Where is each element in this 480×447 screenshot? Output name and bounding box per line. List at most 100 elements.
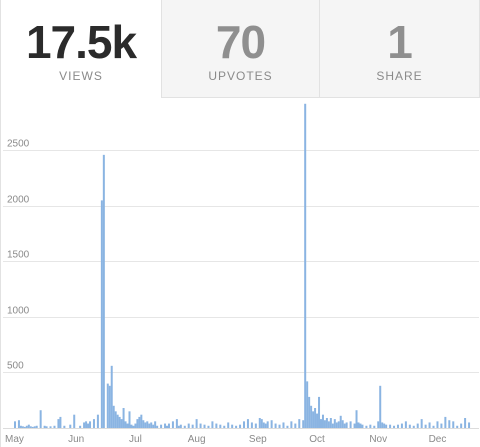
x-tick-label: Nov (369, 434, 387, 445)
views-bar-chart: 500 1000 1500 2000 2500 May Jun Jul Aug Sep Oct Nov… (3, 103, 479, 445)
chart-bar (377, 421, 380, 428)
x-tick-label: Jun (68, 434, 84, 445)
chart-bar (128, 411, 131, 428)
chart-bar (361, 424, 364, 428)
views-label: VIEWS (59, 69, 103, 83)
chart-bar (27, 424, 30, 428)
share-tab[interactable]: 1 SHARE (320, 0, 480, 98)
chart-bar (223, 425, 226, 428)
x-tick-label: Aug (188, 434, 206, 445)
chart-bar (314, 408, 317, 428)
share-count: 1 (387, 16, 413, 68)
views-tab[interactable]: 17.5k VIEWS (0, 0, 161, 98)
chart-bar (134, 423, 137, 428)
chart-bar (274, 423, 277, 428)
chart-bar (396, 424, 399, 428)
chart-bar (452, 421, 455, 428)
chart-bar (319, 419, 322, 428)
chart-bar (383, 423, 386, 428)
upvotes-tab[interactable]: 70 UPVOTES (161, 0, 320, 98)
chart-bar (187, 423, 190, 428)
chart-bar (108, 385, 111, 428)
share-label: SHARE (376, 69, 423, 83)
stats-row: 17.5k VIEWS 70 UPVOTES 1 SHARE (0, 0, 480, 98)
chart-bar (140, 414, 143, 428)
chart-bar (21, 426, 24, 428)
chart-bar (112, 405, 115, 428)
chart-bar (329, 418, 332, 428)
chart-bar (146, 421, 149, 428)
chart-bar (164, 423, 167, 428)
chart-bar (416, 423, 419, 428)
y-tick-label: 2500 (7, 139, 30, 150)
chart-bar (239, 424, 242, 428)
chart-bar (116, 414, 119, 428)
chart-bar (460, 423, 463, 428)
chart-bar (124, 421, 127, 428)
chart-bar (73, 414, 76, 428)
chart-bar (45, 426, 48, 428)
chart-bar (373, 425, 376, 428)
x-tick-label: May (5, 434, 24, 445)
chart-bar (385, 424, 388, 428)
chart-bar (262, 422, 265, 428)
chart-bar (39, 410, 42, 428)
chart-bar (448, 420, 451, 428)
chart-bar (171, 421, 174, 428)
chart-bar (440, 423, 443, 428)
chart-bar (258, 418, 261, 428)
chart-bar (102, 154, 105, 429)
chart-bar (23, 426, 26, 428)
chart-bar (393, 425, 396, 428)
chart-bar (19, 425, 22, 428)
chart-bar (150, 422, 153, 428)
chart-bar (83, 422, 86, 428)
chart-bar (118, 416, 121, 428)
chart-bar (160, 424, 163, 428)
chart-bar (464, 418, 467, 428)
chart-bar (250, 422, 253, 428)
chart-bar (35, 425, 38, 428)
chart-bar (444, 416, 447, 428)
chart-bar (29, 426, 32, 428)
chart-bar (290, 421, 293, 428)
chart-bar (89, 421, 92, 428)
chart-bar (404, 421, 407, 428)
chart-bar (130, 424, 133, 428)
chart-bar (327, 421, 330, 428)
chart-bar (138, 416, 141, 428)
y-tick-label: 500 (7, 361, 24, 372)
chart-bar (156, 425, 159, 428)
chart-bar (308, 396, 311, 428)
chart-bar (144, 422, 147, 428)
chart-bar (345, 422, 348, 428)
chart-bar (316, 413, 319, 428)
chart-bar (79, 425, 82, 428)
chart-bar (132, 425, 135, 428)
chart-bar (302, 420, 305, 428)
chart-bar (408, 424, 411, 428)
chart-bar (339, 415, 342, 428)
chart-bar (298, 419, 301, 428)
chart-bar (312, 411, 315, 428)
chart-bar (369, 424, 372, 428)
chart-bar (92, 419, 95, 428)
chart-bar (428, 422, 431, 428)
chart-bar (365, 425, 368, 428)
chart-bar (349, 421, 352, 428)
chart-bar (43, 425, 46, 428)
chart-bar (203, 424, 206, 428)
chart-bar (120, 419, 123, 428)
chart-bar (331, 423, 334, 428)
chart-bar (177, 425, 180, 428)
chart-bar (318, 396, 321, 428)
chart-bar (333, 419, 336, 428)
chart-bar (96, 414, 99, 428)
chart-bar (343, 423, 346, 428)
chart-bar (254, 423, 257, 428)
chart-bar (207, 425, 210, 428)
chart-bar (142, 420, 145, 428)
chart-bar (436, 421, 439, 428)
chart-bar (85, 421, 88, 428)
chart-bar (215, 423, 218, 428)
